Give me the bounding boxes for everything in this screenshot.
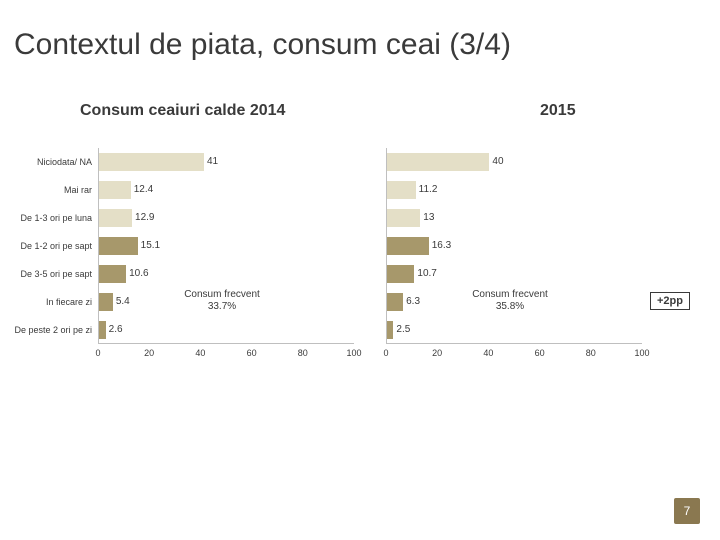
x-tick: 20	[432, 348, 442, 358]
bar-row: 13	[387, 204, 642, 232]
x-tick: 40	[483, 348, 493, 358]
x-tick: 100	[634, 348, 649, 358]
category-label: De peste 2 ori pe zi	[0, 316, 98, 344]
bar	[387, 181, 416, 199]
bar	[99, 237, 138, 255]
bar-value: 10.6	[126, 265, 148, 283]
bar-row: 41	[99, 148, 354, 176]
bar-value: 16.3	[429, 237, 451, 255]
bar-row: 12.9	[99, 204, 354, 232]
bar-row: 15.1	[99, 232, 354, 260]
x-tick: 20	[144, 348, 154, 358]
bar-row: 2.6	[99, 316, 354, 344]
bar	[387, 153, 489, 171]
bar	[99, 181, 131, 199]
bar	[387, 265, 414, 283]
category-label: De 1-2 ori pe sapt	[0, 232, 98, 260]
bar-row: 2.5	[387, 316, 642, 344]
page-number: 7	[674, 498, 700, 524]
bar	[387, 293, 403, 311]
bar-row: 12.4	[99, 176, 354, 204]
bar-value: 2.6	[106, 321, 123, 339]
bar-row: 40	[387, 148, 642, 176]
bar	[387, 237, 429, 255]
category-label: De 3-5 ori pe sapt	[0, 260, 98, 288]
chart-2014: Consum frecvent 33.7% 4112.412.915.110.6…	[98, 148, 354, 374]
chart-title-2014: Consum ceaiuri calde 2014	[80, 102, 285, 120]
bar-row: 10.7	[387, 260, 642, 288]
category-label: In fiecare zi	[0, 288, 98, 316]
bar-value: 5.4	[113, 293, 130, 311]
bar-value: 15.1	[138, 237, 160, 255]
category-labels: Niciodata/ NAMai rarDe 1-3 ori pe lunaDe…	[0, 148, 98, 344]
bar	[99, 153, 204, 171]
bar-value: 41	[204, 153, 218, 171]
bar	[99, 265, 126, 283]
bar-value: 2.5	[393, 321, 410, 339]
category-label: De 1-3 ori pe luna	[0, 204, 98, 232]
bar-value: 12.9	[132, 209, 154, 227]
bar-value: 40	[489, 153, 503, 171]
bar	[99, 209, 132, 227]
x-tick: 0	[383, 348, 388, 358]
slide-title: Contextul de piata, consum ceai (3/4)	[14, 28, 511, 62]
bar	[99, 293, 113, 311]
x-tick: 0	[95, 348, 100, 358]
x-tick: 60	[247, 348, 257, 358]
x-tick: 80	[298, 348, 308, 358]
bar-value: 6.3	[403, 293, 420, 311]
bar-row: 16.3	[387, 232, 642, 260]
chart-title-2015: 2015	[540, 102, 576, 120]
category-label: Mai rar	[0, 176, 98, 204]
chart-2015: Consum frecvent 35.8% 4011.21316.310.76.…	[386, 148, 642, 374]
x-tick: 60	[535, 348, 545, 358]
bar	[387, 209, 420, 227]
category-label: Niciodata/ NA	[0, 148, 98, 176]
x-tick: 100	[346, 348, 361, 358]
delta-badge: +2pp	[650, 292, 690, 310]
bar-row: 10.6	[99, 260, 354, 288]
x-tick: 40	[195, 348, 205, 358]
bar-row: 11.2	[387, 176, 642, 204]
bar	[99, 321, 106, 339]
bar-value: 10.7	[414, 265, 436, 283]
bar-value: 12.4	[131, 181, 153, 199]
bar-row: 6.3	[387, 288, 642, 316]
bar-value: 13	[420, 209, 434, 227]
bar-value: 11.2	[416, 181, 438, 199]
x-tick: 80	[586, 348, 596, 358]
bar-row: 5.4	[99, 288, 354, 316]
